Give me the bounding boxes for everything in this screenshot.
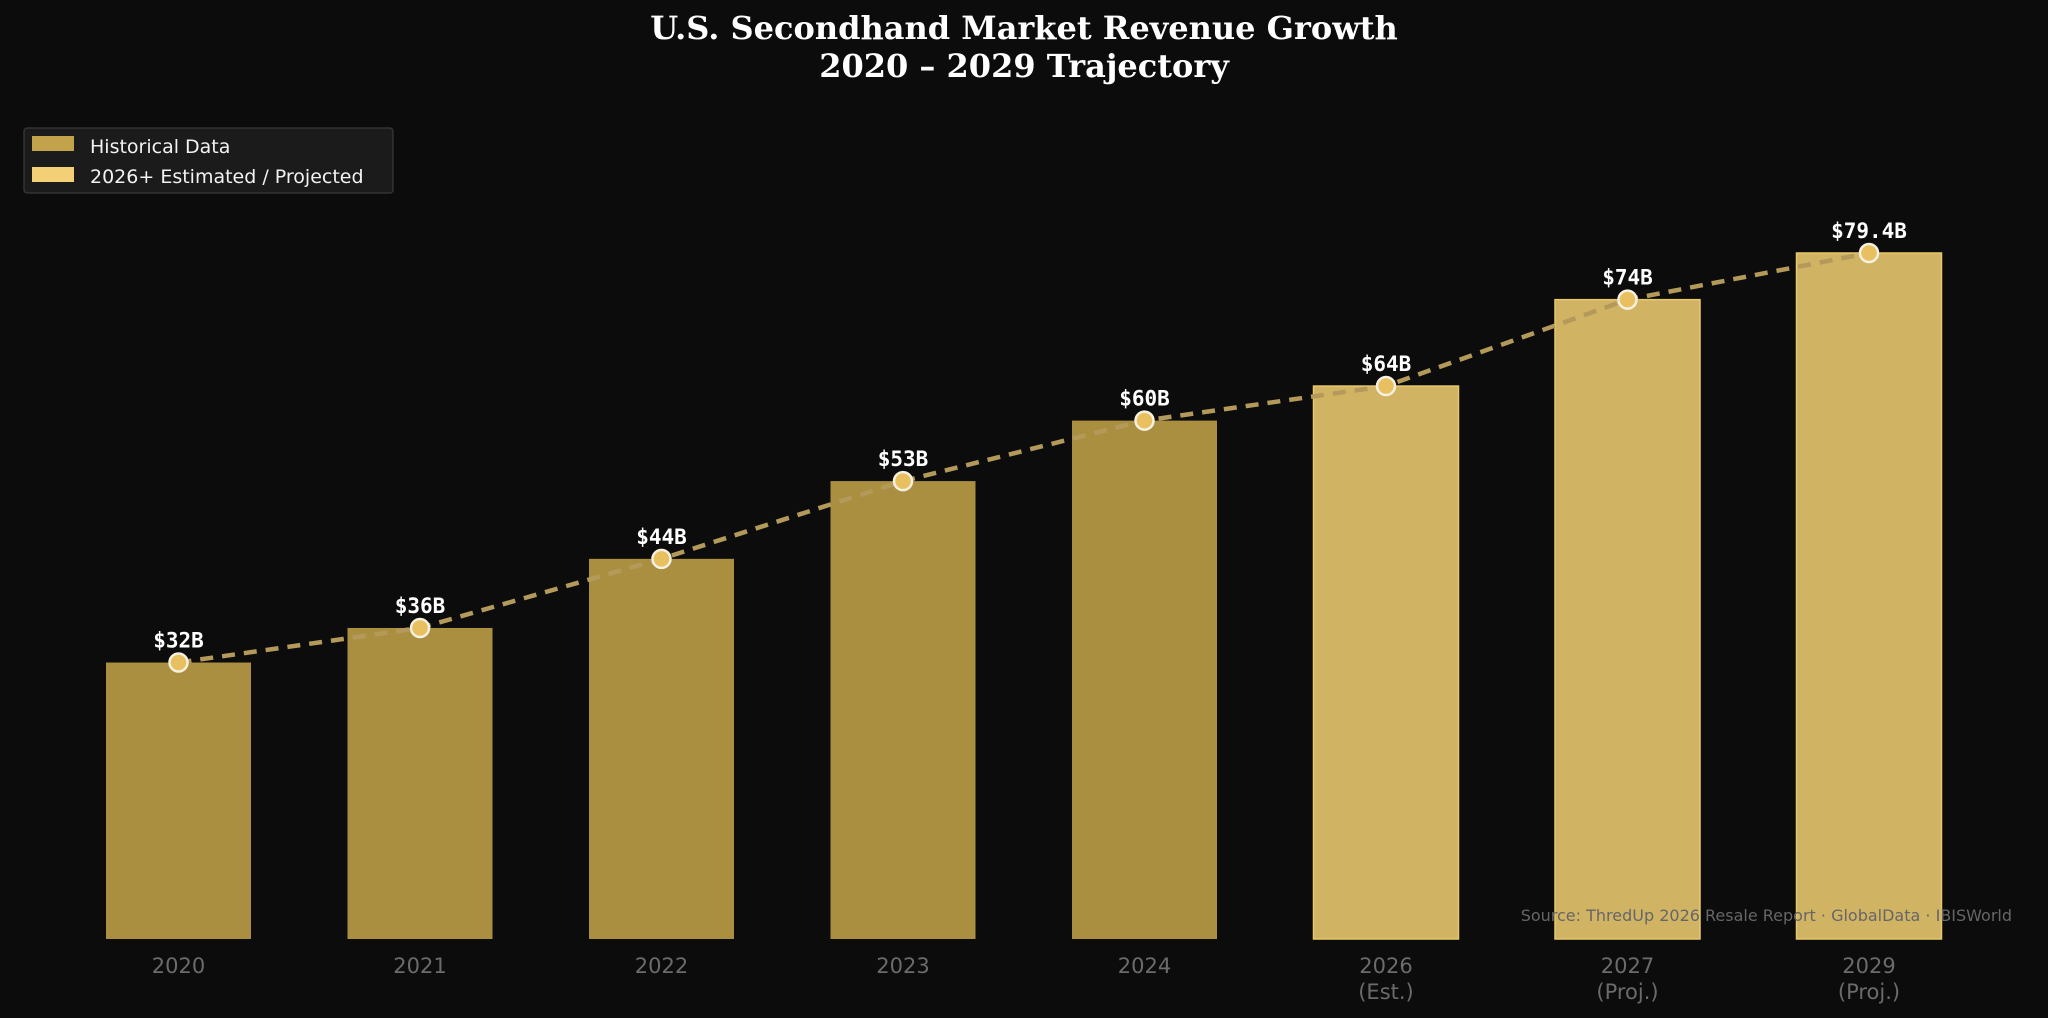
bars-group	[106, 252, 1943, 940]
bar-2029	[1795, 252, 1943, 940]
bar-2023	[830, 481, 976, 939]
trend-marker-2027	[1617, 289, 1638, 310]
x-tick-2022: 2022	[635, 954, 688, 978]
legend-box	[23, 127, 394, 194]
trend-marker-2029	[1858, 242, 1880, 264]
x-tick-2029: 2029	[1842, 954, 1895, 978]
x-axis-ticks-group: 2020 2021 2022 2023 2024 2026(Est.)2027(Proj.…	[152, 954, 1900, 1004]
x-tick-sublabel-2027: (Proj.)	[1596, 980, 1658, 1004]
trend-marker-2026	[1375, 375, 1397, 397]
data-label-2020: $32B	[153, 629, 204, 653]
bar-2024	[1072, 420, 1217, 940]
bar-2020	[106, 662, 251, 939]
data-labels-group: $32B $36B $44B $53B $60B $64B $74B $79.4B	[153, 219, 1907, 653]
data-label-2026: $64B	[1361, 352, 1412, 376]
x-tick-2020: 2020	[152, 954, 205, 978]
legend-label-historical: Historical Data	[90, 136, 230, 158]
trend-marker-2021	[409, 617, 431, 639]
x-tick-2024: 2024	[1118, 954, 1171, 978]
trend-marker-2022	[651, 548, 672, 570]
data-label-2024: $60B	[1119, 387, 1170, 411]
trend-marker-2020	[168, 652, 189, 673]
chart-subtitle: 2020 – 2029 Trajectory	[819, 47, 1230, 85]
trend-line	[178, 250, 1870, 665]
trend-marker-2023	[892, 470, 914, 492]
bar-2026	[1312, 385, 1460, 940]
data-label-2023: $53B	[878, 447, 929, 471]
x-tick-2026: 2026	[1359, 954, 1412, 978]
x-tick-sublabel-2026: (Est.)	[1358, 980, 1414, 1004]
x-tick-2021: 2021	[393, 954, 446, 978]
bar-2027	[1554, 298, 1701, 940]
bar-2022	[589, 558, 734, 939]
x-tick-sublabel-2029: (Proj.)	[1838, 980, 1900, 1004]
legend-swatch-projected	[32, 167, 74, 182]
trend-marker-2024	[1134, 410, 1155, 431]
legend: Historical Data 2026+ Estimated / Projec…	[23, 127, 394, 194]
data-label-2021: $36B	[395, 594, 446, 618]
x-tick-2023: 2023	[876, 954, 929, 978]
x-tick-2027: 2027	[1601, 954, 1654, 978]
source-note: Source: ThredUp 2026 Resale Report · Glo…	[1521, 906, 2012, 925]
legend-swatch-historical	[32, 136, 74, 151]
data-label-2029: $79.4B	[1831, 219, 1907, 243]
bar-2021	[347, 627, 493, 939]
data-label-2027: $74B	[1602, 266, 1653, 290]
trend-markers-group	[168, 242, 1880, 673]
data-label-2022: $44B	[636, 525, 687, 549]
chart-title: U.S. Secondhand Market Revenue Growth	[650, 9, 1398, 47]
legend-label-projected: 2026+ Estimated / Projected	[90, 166, 364, 188]
